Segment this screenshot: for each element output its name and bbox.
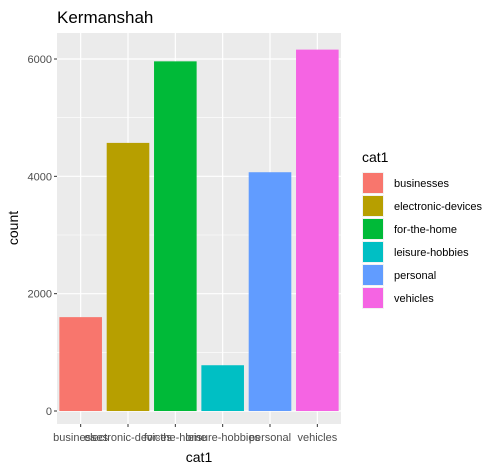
legend-label: businesses xyxy=(394,178,450,190)
legend-items: businesses electronic-devices for-the-home… xyxy=(362,172,483,309)
legend-label: vehicles xyxy=(394,293,434,305)
x-tick-label: personal xyxy=(249,432,291,444)
legend-label: personal xyxy=(394,270,436,282)
bar-personal xyxy=(248,172,292,411)
x-tick-label: for-the-home xyxy=(144,432,207,444)
chart-title: Kermanshah xyxy=(57,8,153,27)
x-tick-label: vehicles xyxy=(297,432,337,444)
bar-businesses xyxy=(59,317,102,411)
legend-swatch-personal xyxy=(363,265,383,285)
legend-swatch-electronic-devices xyxy=(363,196,383,216)
y-tick-label: 0 xyxy=(46,406,52,418)
legend-title: cat1 xyxy=(362,149,389,165)
x-tick-label: businesses xyxy=(53,432,109,444)
legend-swatch-leisure-hobbies xyxy=(363,242,383,262)
legend-label: electronic-devices xyxy=(394,201,483,213)
legend-label: leisure-hobbies xyxy=(394,247,469,259)
minor-gridlines xyxy=(57,117,341,353)
y-axis-title: count xyxy=(5,211,21,245)
legend-swatch-vehicles xyxy=(363,288,383,308)
y-tick-label: 6000 xyxy=(28,54,52,66)
bars xyxy=(59,49,339,412)
x-axis-title: cat1 xyxy=(186,449,213,465)
legend-label: for-the-home xyxy=(394,224,457,236)
y-axis-ticks: 0 2000 4000 6000 xyxy=(28,54,57,418)
x-tick-label: electronic-devices xyxy=(84,432,173,444)
y-tick-label: 4000 xyxy=(28,171,52,183)
x-tick-label: leisure-hobbies xyxy=(185,432,260,444)
plot-panel xyxy=(57,33,341,424)
x-axis-ticks: businesseselectronic-devicesfor-the-home… xyxy=(53,424,338,444)
legend: cat1 businesses electronic-devices for-the… xyxy=(362,149,483,309)
bar-leisure-hobbies xyxy=(201,365,244,411)
bar-electronic-devices xyxy=(106,142,150,412)
legend-swatch-businesses xyxy=(363,173,383,193)
y-tick-label: 2000 xyxy=(28,289,52,301)
legend-swatch-for-the-home xyxy=(363,219,383,239)
bar-vehicles xyxy=(296,49,339,411)
bar-for-the-home xyxy=(154,61,197,411)
